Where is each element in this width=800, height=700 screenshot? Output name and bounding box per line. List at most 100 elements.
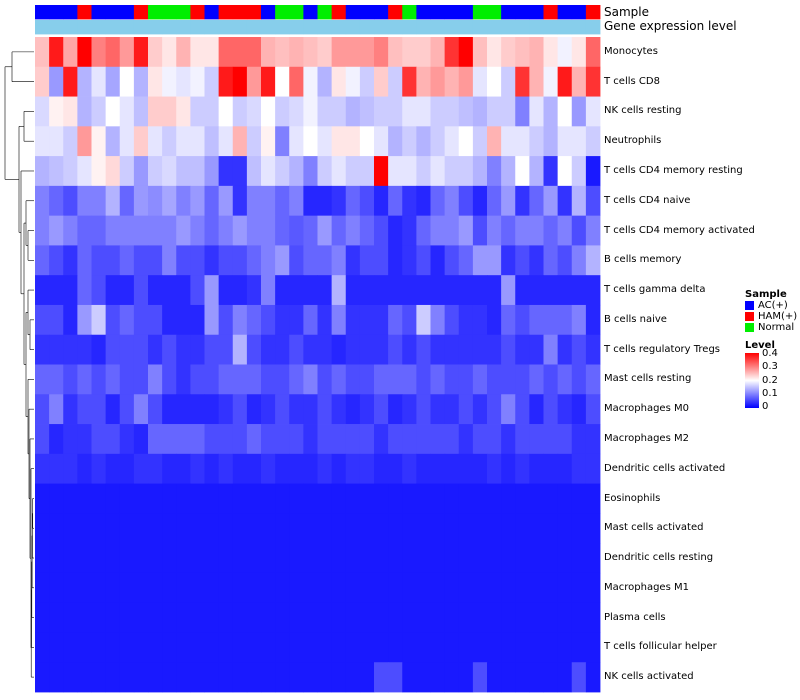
- heatmap-cell: [190, 543, 205, 574]
- sample-annotation-cell: [557, 5, 573, 20]
- heatmap-cell: [289, 96, 304, 127]
- heatmap-cell: [317, 632, 333, 663]
- heatmap-cell: [458, 185, 474, 217]
- heatmap-cell: [487, 66, 502, 97]
- heatmap-cell: [331, 334, 347, 365]
- heatmap-cell: [190, 572, 205, 604]
- heatmap-cell: [232, 96, 248, 127]
- heatmap-cell: [63, 96, 78, 127]
- heatmap-cell: [317, 513, 333, 544]
- heatmap-cell: [105, 66, 121, 97]
- heatmap-cell: [557, 662, 573, 693]
- heatmap-cell: [529, 483, 544, 514]
- heatmap-cell: [63, 156, 78, 187]
- heatmap-cell: [162, 483, 177, 514]
- heatmap-cell: [246, 662, 262, 693]
- heatmap-cell: [444, 394, 460, 425]
- heatmap-cell: [162, 662, 177, 693]
- heatmap-cell: [571, 543, 587, 574]
- heatmap-cell: [331, 424, 347, 455]
- gene-expression-cell: [218, 20, 234, 35]
- heatmap-cell: [49, 215, 64, 246]
- heatmap-cell: [515, 126, 530, 157]
- heatmap-cell: [35, 453, 50, 484]
- heatmap-cell: [246, 453, 262, 484]
- heatmap-cell: [374, 37, 389, 68]
- heatmap-cell: [275, 245, 290, 276]
- heatmap-cell: [204, 215, 220, 246]
- heatmap-cell: [218, 364, 234, 395]
- heatmap-cell: [176, 572, 191, 604]
- heatmap-cell: [162, 424, 177, 455]
- heatmap-cell: [515, 37, 530, 68]
- heatmap-cell: [232, 185, 248, 217]
- heatmap-cell: [63, 185, 78, 217]
- gene-expression-cell: [91, 20, 107, 35]
- heatmap-cell: [190, 96, 205, 127]
- heatmap-cell: [148, 66, 163, 97]
- heatmap-cell: [374, 215, 389, 246]
- heatmap-cell: [472, 66, 488, 97]
- heatmap-cell: [261, 37, 276, 68]
- heatmap-cell: [444, 66, 460, 97]
- heatmap-cell: [515, 334, 530, 365]
- heatmap-cell: [359, 304, 375, 336]
- heatmap-cell: [374, 304, 389, 336]
- heatmap-cell: [63, 215, 78, 246]
- heatmap-cell: [63, 66, 78, 97]
- gene-expression-cell: [543, 20, 559, 35]
- heatmap-cell: [246, 245, 262, 276]
- heatmap-cell: [501, 602, 516, 633]
- heatmap-cell: [190, 275, 205, 306]
- heatmap-cell: [204, 572, 220, 604]
- heatmap-cell: [35, 424, 50, 455]
- heatmap-cell: [261, 602, 276, 633]
- heatmap-cell: [458, 156, 474, 187]
- heatmap-cell: [176, 304, 191, 336]
- heatmap-cell: [275, 96, 290, 127]
- heatmap-cell: [133, 245, 149, 276]
- heatmap-cell: [77, 602, 92, 633]
- heatmap-cell: [487, 334, 502, 365]
- heatmap-cell: [345, 156, 361, 187]
- gene-expression-cell: [289, 20, 304, 35]
- level-tick: 0.4: [762, 348, 778, 359]
- heatmap-cell: [119, 632, 135, 663]
- heatmap-cell: [176, 364, 191, 395]
- heatmap-cell: [444, 364, 460, 395]
- heatmap-cell: [176, 334, 191, 365]
- heatmap-cell: [218, 185, 234, 217]
- heatmap-cell: [444, 513, 460, 544]
- heatmap-cell: [472, 394, 488, 425]
- heatmap-cell: [275, 304, 290, 336]
- heatmap-cell: [133, 185, 149, 217]
- heatmap-cell: [289, 66, 304, 97]
- heatmap-cell: [303, 543, 318, 574]
- heatmap-cell: [585, 37, 601, 68]
- heatmap-cell: [487, 96, 502, 127]
- heatmap-cell: [162, 304, 177, 336]
- heatmap-cell: [119, 96, 135, 127]
- level-tick: 0.2: [762, 375, 778, 386]
- heatmap-cell: [472, 543, 488, 574]
- heatmap-cell: [317, 364, 333, 395]
- heatmap-cell: [515, 632, 530, 663]
- heatmap-cell: [402, 364, 417, 395]
- heatmap-cell: [430, 424, 446, 455]
- heatmap-cell: [176, 394, 191, 425]
- heatmap-cell: [472, 632, 488, 663]
- heatmap-cell: [543, 275, 559, 306]
- row-label: T cells CD4 memory resting: [604, 165, 743, 176]
- heatmap-cell: [585, 66, 601, 97]
- heatmap-cell: [444, 215, 460, 246]
- heatmap-cell: [204, 632, 220, 663]
- gene-expression-cell: [458, 20, 474, 35]
- heatmap-cell: [317, 572, 333, 604]
- heatmap-cell: [416, 334, 431, 365]
- heatmap-cell: [317, 156, 333, 187]
- gene-expression-cell: [416, 20, 431, 35]
- heatmap-cell: [543, 483, 559, 514]
- heatmap-cell: [105, 245, 121, 276]
- heatmap-cell: [543, 126, 559, 157]
- heatmap-cell: [388, 126, 403, 157]
